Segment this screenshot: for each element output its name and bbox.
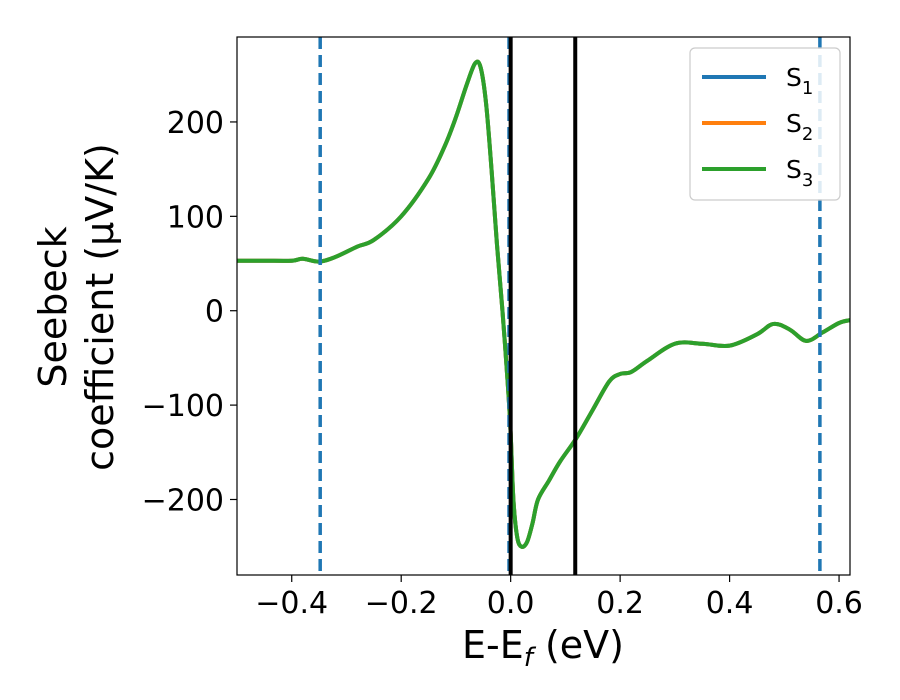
x-axis-ticks: −0.4 −0.2 0.0 0.2 0.4 0.6 xyxy=(255,575,863,621)
legend: S1 S2 S3 xyxy=(689,47,841,201)
x-tick-label: 0.6 xyxy=(815,586,863,621)
plot-inner xyxy=(237,37,850,575)
y-tick-label: −200 xyxy=(142,483,224,518)
x-axis-label: E-Ef (eV) xyxy=(462,623,624,673)
legend-label-s2: S2 xyxy=(786,109,813,145)
y-axis-label-line1: Seebeck xyxy=(31,226,75,387)
x-tick-label: −0.4 xyxy=(255,586,328,621)
x-axis-label-main: E-E xyxy=(462,623,524,667)
x-tick-label: 0.4 xyxy=(706,586,754,621)
x-tick-label: 0.2 xyxy=(596,586,644,621)
plot-frame xyxy=(236,36,851,576)
x-axis-label-rest: (eV) xyxy=(533,623,624,667)
legend-label-s3: S3 xyxy=(786,155,813,191)
y-tick-label: 100 xyxy=(167,200,224,235)
y-tick-label: 0 xyxy=(205,295,224,330)
x-tick-label: −0.2 xyxy=(365,586,438,621)
y-tick-label: −100 xyxy=(142,389,224,424)
y-tick-label: 200 xyxy=(167,106,224,141)
y-axis-ticks: −200 −100 0 100 200 xyxy=(142,106,237,518)
y-axis-label: Seebeck coefficient (μV/K) xyxy=(31,143,122,471)
x-tick-label: 0.0 xyxy=(487,586,535,621)
series-line-s3 xyxy=(237,59,850,549)
y-axis-label-line2: coefficient (μV/K) xyxy=(78,143,122,471)
legend-label-s1: S1 xyxy=(786,63,813,99)
plot-area xyxy=(237,37,850,575)
